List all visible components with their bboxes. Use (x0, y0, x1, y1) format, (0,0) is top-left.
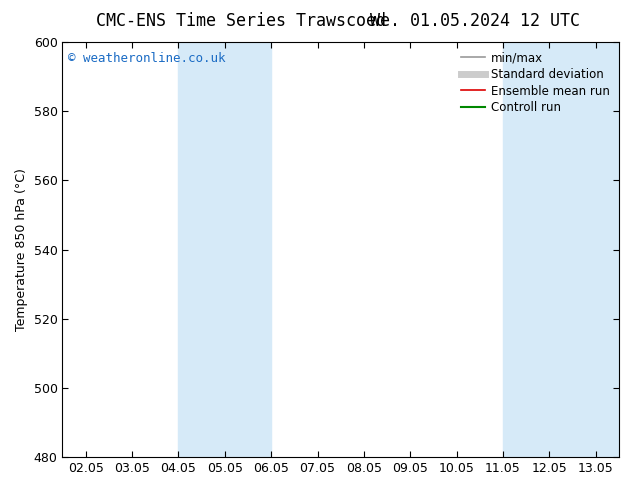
Text: We. 01.05.2024 12 UTC: We. 01.05.2024 12 UTC (370, 12, 581, 30)
Text: © weatheronline.co.uk: © weatheronline.co.uk (68, 52, 226, 66)
Text: CMC-ENS Time Series Trawscoed: CMC-ENS Time Series Trawscoed (96, 12, 386, 30)
Bar (503, 42, 619, 457)
Legend: min/max, Standard deviation, Ensemble mean run, Controll run: min/max, Standard deviation, Ensemble me… (458, 48, 613, 118)
Y-axis label: Temperature 850 hPa (°C): Temperature 850 hPa (°C) (15, 168, 28, 331)
Bar (178, 42, 271, 457)
